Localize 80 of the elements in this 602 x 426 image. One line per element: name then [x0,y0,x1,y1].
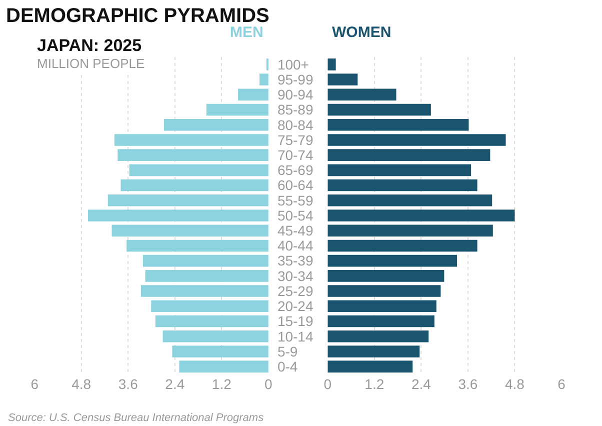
y-tick-label: 50-54 [277,207,314,224]
x-tick-label: 4.8 [72,376,92,392]
x-tick-label: 6 [30,376,39,392]
bar [328,224,493,236]
x-tick-label: 2.4 [411,376,432,392]
x-tick-label: 0 [324,376,332,392]
bar [328,88,396,101]
bar [145,270,268,282]
bar [120,179,268,192]
bar [118,149,268,161]
bar [328,360,413,372]
series-label: WOMEN [332,24,392,41]
y-tick-label: 85-89 [277,102,314,118]
bar [328,149,490,161]
source-note: Source: U.S. Census Bureau International Programs [8,412,264,424]
bar [238,88,268,101]
y-tick-label: 5-9 [277,343,298,360]
y-tick-label: 90-94 [277,86,314,103]
bar [328,104,431,116]
bar [328,300,436,312]
bar [112,224,268,236]
y-tick-label: 25-29 [277,282,314,299]
bar [328,240,478,252]
bar [328,254,458,267]
y-tick-label: 75-79 [277,132,314,148]
bar [206,104,268,116]
y-tick-label: 20-24 [277,298,314,314]
y-tick-label: 40-44 [277,238,314,254]
bar [328,315,434,328]
y-tick-label: 30-34 [277,268,314,284]
bar [108,194,268,206]
series-label: MEN [230,24,264,41]
bar [179,360,268,372]
bar [328,330,429,342]
bar [328,118,469,131]
bar [328,164,472,176]
x-tick-label: 4.8 [504,376,525,392]
y-tick-label: 35-39 [277,252,314,269]
x-tick-label: 3.6 [458,376,478,392]
y-tick-label: 80-84 [277,116,314,133]
y-tick-label: 65-69 [277,162,314,178]
y-tick-label: 10-14 [277,328,314,344]
bar [328,58,336,70]
bar [155,315,268,328]
bar [164,118,268,131]
bar [259,74,268,86]
bar [114,134,268,146]
bar [140,285,268,297]
x-tick-label: 1.2 [364,376,384,392]
y-tick-label: 70-74 [277,146,314,163]
y-tick-label: 100+ [277,56,309,72]
bar [162,330,268,342]
x-tick-label: 1.2 [212,376,232,392]
y-tick-label: 45-49 [277,222,314,238]
bar [328,134,506,146]
y-tick-label: 15-19 [277,313,314,330]
y-tick-label: 95-99 [277,71,314,88]
x-tick-label: 6 [558,376,566,392]
annotation: MILLION PEOPLE [37,56,145,71]
bar [328,179,478,192]
bar [328,346,420,358]
y-tick-label: 55-59 [277,192,314,208]
chart-title: DEMOGRAPHIC PYRAMIDS [6,5,270,27]
bar [328,194,492,206]
bar [129,164,268,176]
y-tick-label: 60-64 [277,177,314,194]
x-tick-label: 3.6 [118,376,138,392]
bar [328,270,444,282]
bar [126,240,268,252]
bar [151,300,268,312]
bar [142,254,268,267]
bar [88,210,268,222]
bar [172,346,268,358]
x-tick-label: 2.4 [165,376,185,392]
bar [328,285,441,297]
bar [328,210,515,222]
y-tick-label: 0-4 [277,358,298,374]
x-tick-label: 0 [264,376,273,392]
chart-subtitle: JAPAN: 2025 [37,36,142,55]
bar [328,74,358,86]
